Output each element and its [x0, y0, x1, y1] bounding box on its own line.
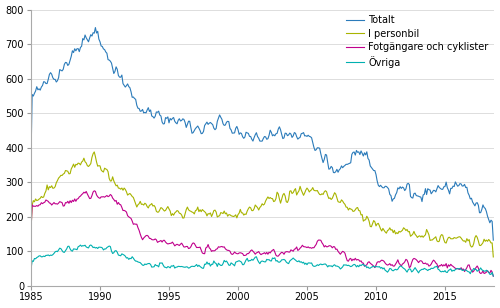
- Totalt: [232, 131, 237, 135]
- Övriga: [28, 267, 34, 271]
- Övriga: [124, 256, 130, 260]
- Totalt: [124, 82, 130, 86]
- Fotgängare och cyklister: [124, 214, 130, 217]
- Totalt: [188, 126, 194, 129]
- Fotgängare och cyklister: [188, 245, 194, 249]
- I personbil: [50, 186, 56, 190]
- Fotgängare och cyklister: [232, 250, 237, 254]
- Övriga: [176, 265, 182, 268]
- Övriga: [490, 274, 496, 278]
- Totalt: [92, 26, 98, 30]
- Fotgängare och cyklister: [91, 189, 97, 193]
- Fotgängare och cyklister: [490, 274, 496, 278]
- Line: I personbil: I personbil: [31, 152, 494, 257]
- Totalt: [50, 76, 56, 80]
- I personbil: [124, 193, 130, 197]
- I personbil: [176, 211, 182, 215]
- Fotgängare och cyklister: [50, 202, 56, 206]
- Totalt: [490, 238, 496, 242]
- Line: Totalt: Totalt: [31, 28, 494, 240]
- Totalt: [28, 157, 34, 160]
- Line: Övriga: Övriga: [31, 245, 494, 276]
- Fotgängare och cyklister: [28, 229, 34, 233]
- Line: Fotgängare och cyklister: Fotgängare och cyklister: [31, 191, 494, 276]
- Övriga: [232, 264, 237, 268]
- Fotgängare och cyklister: [176, 244, 182, 247]
- Övriga: [88, 243, 94, 247]
- Totalt: [176, 117, 182, 120]
- I personbil: [397, 230, 403, 234]
- Legend: Totalt, I personbil, Fotgängare och cyklister, Övriga: Totalt, I personbil, Fotgängare och cykl…: [343, 12, 492, 71]
- Övriga: [188, 265, 194, 269]
- Övriga: [50, 253, 56, 257]
- I personbil: [91, 150, 97, 154]
- I personbil: [232, 214, 237, 218]
- Totalt: [397, 185, 403, 188]
- Fotgängare och cyklister: [397, 263, 403, 266]
- I personbil: [188, 209, 194, 213]
- Övriga: [397, 264, 403, 268]
- I personbil: [28, 229, 34, 233]
- I personbil: [490, 255, 496, 259]
